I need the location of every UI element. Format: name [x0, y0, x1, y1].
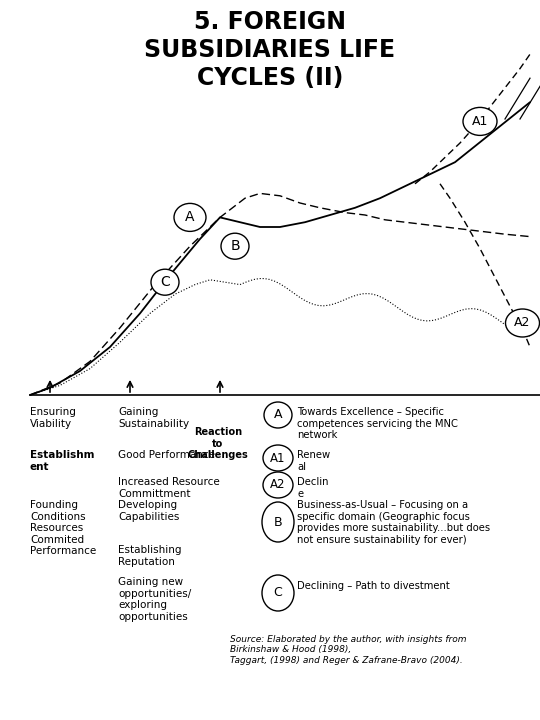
Text: Ensuring
Viability: Ensuring Viability [30, 407, 76, 428]
Text: Establishing
Reputation: Establishing Reputation [118, 545, 181, 567]
Text: A: A [274, 408, 282, 421]
Text: B: B [230, 239, 240, 253]
Text: A2: A2 [514, 317, 531, 330]
Ellipse shape [505, 309, 539, 337]
Text: Renew
al: Renew al [297, 450, 330, 472]
Ellipse shape [263, 445, 293, 471]
Text: 5. FOREIGN
SUBSIDIARIES LIFE
CYCLES (II): 5. FOREIGN SUBSIDIARIES LIFE CYCLES (II) [144, 10, 396, 89]
Text: Gaining
Sustainability: Gaining Sustainability [118, 407, 189, 428]
Text: Declining – Path to divestment: Declining – Path to divestment [297, 581, 450, 591]
Text: Gaining new
opportunities/
exploring
opportunities: Gaining new opportunities/ exploring opp… [118, 577, 191, 622]
Text: Increased Resource
Committment: Increased Resource Committment [118, 477, 220, 498]
Text: Business-as-Usual – Focusing on a
specific domain (Geographic focus
provides mor: Business-as-Usual – Focusing on a specif… [297, 500, 490, 545]
Text: Good Performance: Good Performance [118, 450, 215, 460]
Text: A: A [185, 210, 195, 225]
Ellipse shape [151, 269, 179, 295]
Text: A1: A1 [270, 451, 286, 464]
Ellipse shape [264, 402, 292, 428]
Text: C: C [160, 275, 170, 289]
Text: Founding
Conditions
Resources
Commited
Performance: Founding Conditions Resources Commited P… [30, 500, 96, 557]
Text: Source: Elaborated by the author, with insights from
Birkinshaw & Hood (1998),
T: Source: Elaborated by the author, with i… [230, 635, 467, 665]
Text: Towards Excellence – Specific
competences servicing the MNC
network: Towards Excellence – Specific competence… [297, 407, 458, 440]
Text: Reaction
to
Challenges: Reaction to Challenges [187, 427, 248, 460]
Text: Declin
e: Declin e [297, 477, 328, 498]
Text: B: B [274, 516, 282, 528]
Text: A1: A1 [472, 115, 488, 128]
Text: A2: A2 [270, 479, 286, 492]
Ellipse shape [262, 575, 294, 611]
Ellipse shape [263, 472, 293, 498]
Ellipse shape [174, 203, 206, 231]
Ellipse shape [463, 107, 497, 135]
Text: Establishm
ent: Establishm ent [30, 450, 94, 472]
Ellipse shape [221, 233, 249, 259]
Text: C: C [274, 587, 282, 600]
Text: Developing
Capabilities: Developing Capabilities [118, 500, 179, 521]
Ellipse shape [262, 502, 294, 542]
